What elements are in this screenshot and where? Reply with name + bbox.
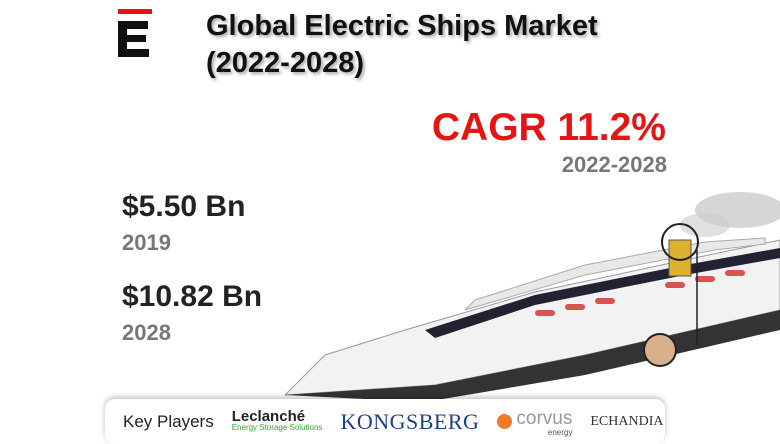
page-title: Global Electric Ships Market (2022-2028) xyxy=(206,10,598,79)
cagr-years: 2022-2028 xyxy=(561,152,667,177)
leclanche-logo: Leclanché Energy Storage Solutions xyxy=(231,407,323,432)
year-2028: 2028 xyxy=(122,320,171,345)
year-2019: 2019 xyxy=(122,230,171,255)
corvus-logo: corvus energy xyxy=(497,408,572,436)
kongsberg-logo: KONGSBERG xyxy=(340,408,480,434)
cruise-ship-illustration xyxy=(285,192,780,402)
market-value-2019: $5.50 Bn xyxy=(122,190,246,223)
key-players-bar: Key Players Leclanché Energy Storage Sol… xyxy=(105,399,665,444)
corvus-icon xyxy=(497,414,513,429)
key-players-label: Key Players xyxy=(123,411,214,431)
echandia-logo: ECHANDIA xyxy=(590,413,664,429)
market-value-2028: $10.82 Bn xyxy=(122,280,263,313)
brand-logo xyxy=(118,9,152,57)
cagr-value: CAGR 11.2% xyxy=(431,106,666,149)
